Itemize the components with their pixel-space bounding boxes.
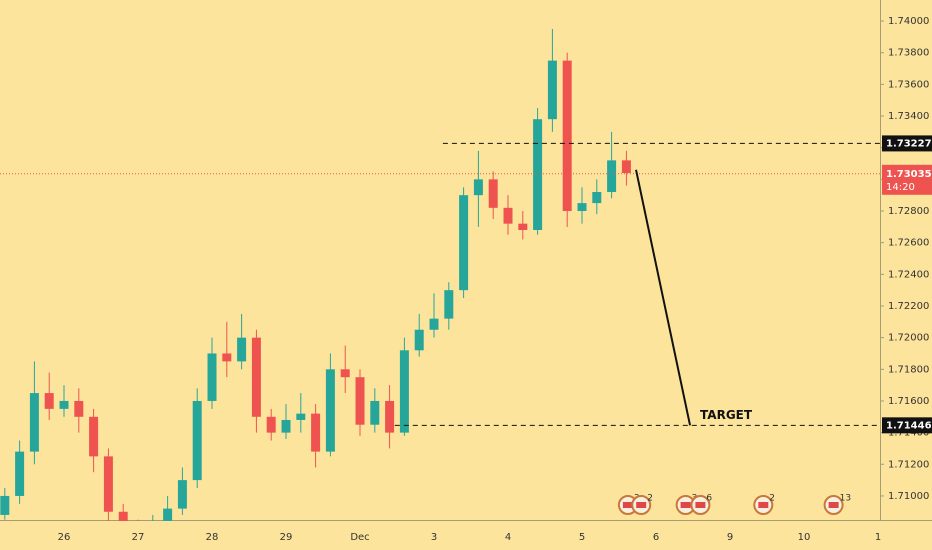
candle-body [15,451,25,496]
current-price-box [882,164,932,195]
candle-body [237,337,247,362]
y-tick-label: 1.71800 [888,364,929,375]
candle-body [177,480,187,509]
candle-body [266,416,276,433]
candle-body [44,393,54,409]
candle-body [473,179,483,196]
event-flag [636,502,647,508]
candle-body [163,508,173,528]
candle-body [296,413,306,420]
candle-body [533,119,543,231]
level-box [882,135,932,152]
time-axis-bg [0,521,932,550]
x-tick-label: 10 [798,532,811,543]
candle-body [89,416,99,457]
candle-body [281,419,291,433]
y-tick-label: 1.72400 [888,269,929,280]
candle-body [0,495,10,515]
candle-body [355,377,365,425]
level-label: 1.71446 [886,420,932,431]
candle-body [340,369,350,378]
target-arrow [635,169,692,426]
y-tick-label: 1.71200 [888,459,929,470]
candle-body [592,192,602,204]
y-tick-label: 1.72600 [888,238,929,249]
event-flag [758,502,769,508]
candle-body [547,60,557,120]
candle-body [222,353,232,362]
candle-body [325,369,335,452]
level-box [882,417,932,434]
candle-body [370,400,380,425]
x-tick-label: 28 [206,532,219,543]
event-count: 6 [706,494,712,504]
candle-body [251,337,261,417]
candle-body [459,195,469,291]
candle-body [503,207,513,224]
event-count: 2 [769,494,775,504]
candle-body [518,223,528,231]
candle-body [414,329,424,351]
y-tick-label: 1.73800 [888,48,929,59]
event-count: 13 [840,494,851,504]
x-tick-label: 4 [505,532,511,543]
y-tick-label: 1.73400 [888,111,929,122]
candle-body [311,413,321,452]
y-tick-label: 1.71600 [888,396,929,407]
y-tick-label: 1.72800 [888,206,929,217]
candle-body [621,160,631,174]
candle-body [385,400,395,433]
candle-body [607,160,617,193]
y-tick-label: 1.73600 [888,79,929,90]
event-flag [695,502,706,508]
candle-body [74,400,84,417]
candle-body [29,393,39,452]
candle-body [444,290,454,319]
y-tick-label: 1.72200 [888,301,929,312]
candle-body [103,456,113,512]
x-tick-label: 3 [431,532,437,543]
y-tick-label: 1.72000 [888,333,929,344]
candle-body [562,60,572,212]
candle-body [207,353,217,401]
candle-body [59,400,69,409]
candle-body [399,350,409,433]
y-tick-label: 1.71000 [888,491,929,502]
x-tick-label: 5 [579,532,585,543]
x-tick-label: 1 [875,532,881,543]
event-flag [622,502,633,508]
target-annotation: TARGET [700,408,753,422]
current-price-label: 1.73035 [886,169,932,180]
candle-body [488,179,498,208]
x-tick-label: 26 [58,532,71,543]
candle-body [429,318,439,330]
event-count: 2 [647,494,653,504]
x-tick-label: 29 [280,532,293,543]
level-label: 1.73227 [886,138,932,149]
y-tick-label: 1.74000 [888,16,929,27]
candle-body [577,203,587,212]
x-tick-label: Dec [350,532,369,543]
event-flag [680,502,691,508]
x-tick-label: 9 [727,532,733,543]
countdown-label: 14:20 [886,182,915,193]
candle-body [192,400,202,481]
x-tick-label: 27 [132,532,145,543]
x-tick-label: 6 [653,532,659,543]
event-flag [828,502,839,508]
